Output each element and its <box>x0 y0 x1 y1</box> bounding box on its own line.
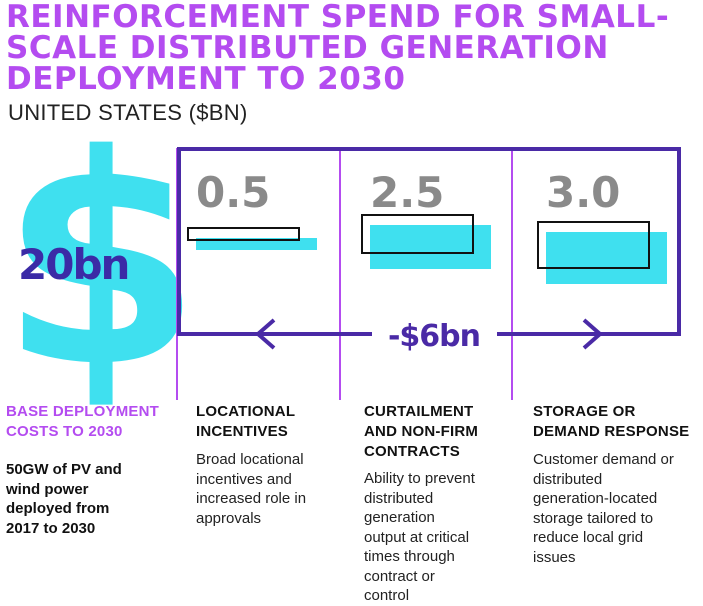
column-description-line: contract or <box>364 567 435 585</box>
column-description-line: generation-located <box>533 490 658 507</box>
dollar-sign-icon: $ <box>0 94 202 431</box>
title-line: REINFORCEMENT SPEND FOR SMALL- <box>6 0 670 35</box>
column-description-line: times through <box>364 548 455 565</box>
column-description-line: output at critical <box>364 528 470 546</box>
column-heading-line: CONTRACTS <box>364 443 460 460</box>
base-cost-label: 20bn <box>18 240 130 289</box>
column-heading-locational: LOCATIONAL INCENTIVES <box>196 402 295 442</box>
column-description-line: distributed <box>533 470 603 488</box>
column-heading-curtailment: CURTAILMENT AND NON-FIRM CONTRACTS <box>364 402 478 462</box>
base-description-line: deployed from <box>6 500 110 517</box>
bar-fill <box>546 232 667 284</box>
chart-title: REINFORCEMENT SPEND FOR SMALL- SCALE DIS… <box>6 2 701 95</box>
arrow-left-icon <box>254 318 276 350</box>
title-line: SCALE DISTRIBUTED GENERATION <box>6 30 609 66</box>
column-description-line: issues <box>533 548 576 566</box>
column-description-storage: Customer demand or distributed generatio… <box>533 450 674 567</box>
column-heading-line: LOCATIONAL <box>196 403 296 420</box>
bar-value-label: 3.0 <box>546 168 620 217</box>
chart-subtitle: UNITED STATES ($BN) <box>8 100 248 125</box>
column-heading-line: DEMAND RESPONSE <box>533 423 690 440</box>
arrow-right-icon <box>582 318 604 350</box>
bar-outline <box>187 227 300 241</box>
column-description-line: storage tailored to <box>533 509 654 527</box>
bar-outline <box>361 214 474 254</box>
column-heading-line: INCENTIVES <box>196 423 289 440</box>
total-saving-label: -$6bn <box>388 319 480 354</box>
column-description-line: generation <box>364 509 435 526</box>
base-heading: BASE DEPLOYMENT COSTS TO 2030 <box>6 402 159 442</box>
column-description-line: Ability to prevent <box>364 470 475 487</box>
column-description-curtailment: Ability to prevent distributed generatio… <box>364 469 475 606</box>
column-description-line: control <box>364 587 410 604</box>
bar-outline <box>537 221 650 269</box>
title-line: DEPLOYMENT TO 2030 <box>6 61 406 97</box>
column-heading-line: STORAGE OR <box>533 403 636 420</box>
column-description-line: reduce local grid <box>533 529 644 546</box>
base-description-line: 2017 to 2030 <box>6 519 96 537</box>
column-description-line: increased role in <box>196 490 307 507</box>
column-description-line: distributed <box>364 489 434 507</box>
bar-value-label: 2.5 <box>370 168 444 217</box>
base-description-line: 50GW of PV and <box>6 461 122 478</box>
column-description-locational: Broad locational incentives and increase… <box>196 450 306 528</box>
column-description-line: Customer demand or <box>533 451 674 468</box>
column-description-line: Broad locational <box>196 451 304 468</box>
base-description: 50GW of PV and wind power deployed from … <box>6 460 122 538</box>
column-heading-line: CURTAILMENT <box>364 403 474 420</box>
bar-fill <box>370 225 491 269</box>
base-heading-line: COSTS TO 2030 <box>6 423 123 440</box>
base-description-line: wind power <box>6 480 89 498</box>
column-heading-storage: STORAGE OR DEMAND RESPONSE <box>533 402 689 442</box>
bar-value-label: 0.5 <box>196 168 270 217</box>
base-heading-line: BASE DEPLOYMENT <box>6 403 160 420</box>
column-description-line: approvals <box>196 509 262 527</box>
column-description-line: incentives and <box>196 470 292 488</box>
column-heading-line: AND NON-FIRM <box>364 423 479 440</box>
